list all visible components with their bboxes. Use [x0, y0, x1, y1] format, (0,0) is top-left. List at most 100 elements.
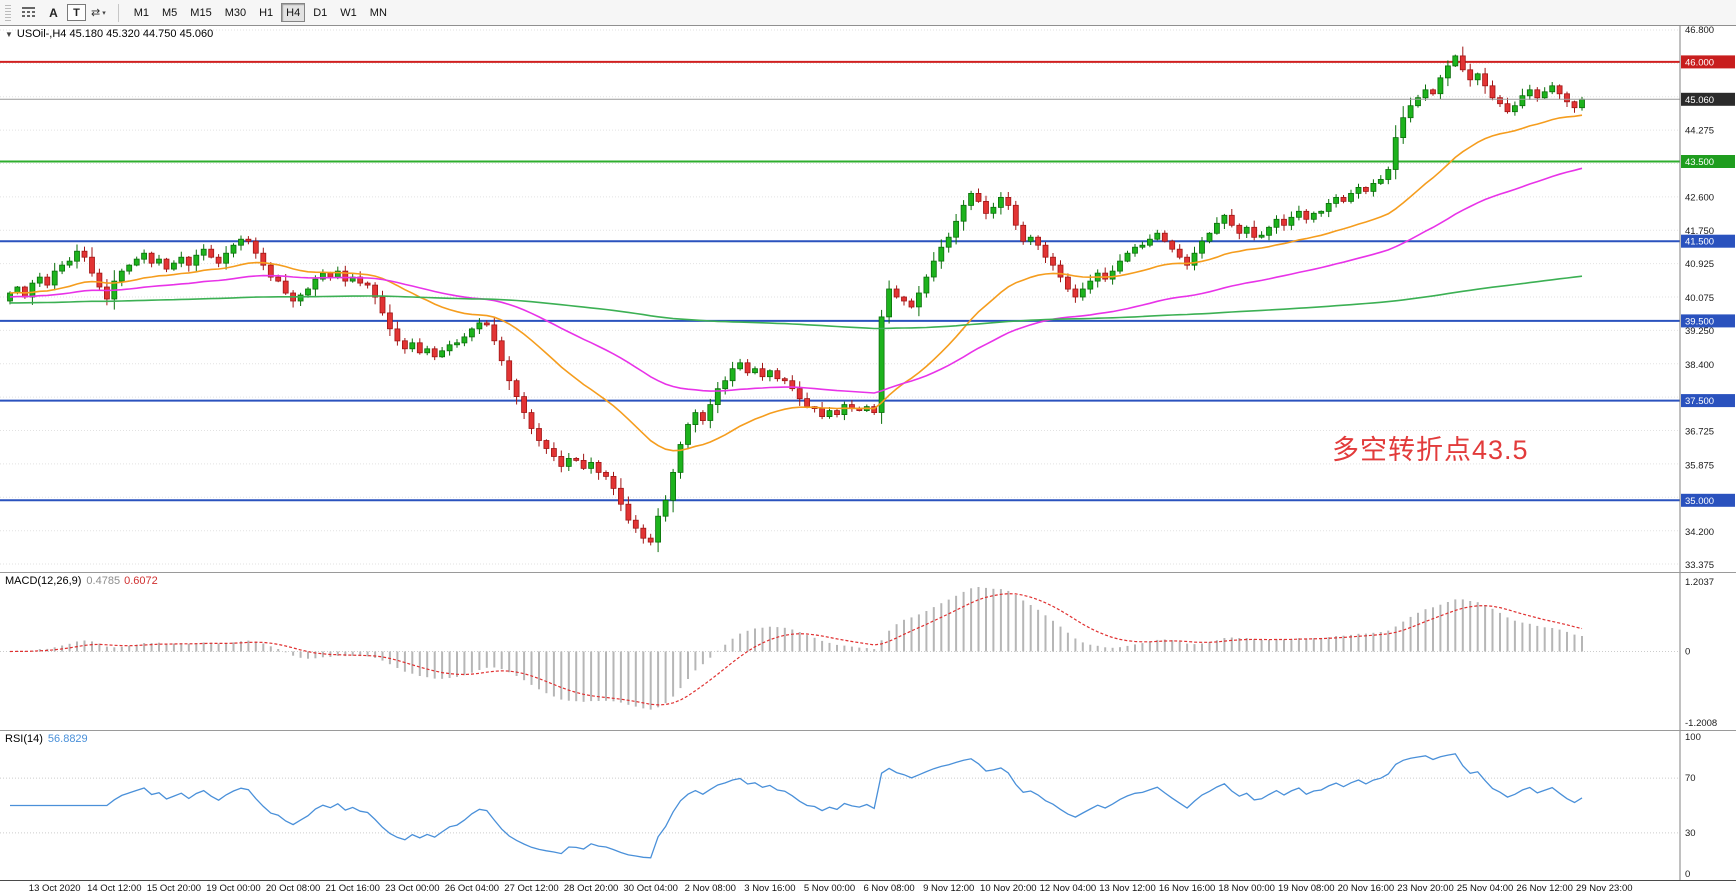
- time-label: 29 Nov 23:00: [1576, 883, 1633, 894]
- toolbar-drag-handle-icon[interactable]: [5, 4, 11, 21]
- ohlc-text: USOil-,H4 45.180 45.320 44.750 45.060: [16, 28, 214, 40]
- svg-text:46.000: 46.000: [1685, 57, 1714, 68]
- timeframe-button-d1[interactable]: D1: [308, 3, 332, 22]
- time-label: 30 Oct 04:00: [623, 883, 678, 894]
- main-chart-canvas[interactable]: 46.800 44.275 42.600 41.750 40.925 40.075 39.2…: [0, 26, 1736, 572]
- svg-text:41.500: 41.500: [1685, 237, 1714, 248]
- svg-text:30: 30: [1685, 828, 1696, 839]
- time-label: 15 Oct 20:00: [146, 883, 202, 894]
- rsi-canvas[interactable]: 100 70 30 0: [0, 731, 1736, 880]
- macd-label: MACD(12,26,9): [5, 575, 82, 587]
- rsi-label: RSI(14): [5, 733, 43, 745]
- rsi-header: RSI(14) 56.8829: [5, 733, 88, 745]
- timeframe-group: M1 M5 M15 M30 H1 H4 D1 W1 MN: [129, 3, 392, 22]
- svg-text:34.200: 34.200: [1685, 527, 1714, 538]
- macd-main-value: 0.4785: [86, 575, 121, 587]
- svg-text:43.500: 43.500: [1685, 157, 1714, 168]
- svg-text:35.875: 35.875: [1685, 460, 1714, 471]
- time-label: 3 Nov 16:00: [744, 883, 796, 894]
- svg-text:45.060: 45.060: [1685, 95, 1714, 106]
- time-label: 12 Nov 04:00: [1039, 883, 1097, 894]
- time-label: 23 Nov 20:00: [1397, 883, 1454, 894]
- time-label: 26 Oct 04:00: [444, 883, 500, 894]
- svg-text:100: 100: [1685, 732, 1701, 743]
- time-label: 25 Nov 04:00: [1456, 883, 1514, 894]
- timeframe-button-m30[interactable]: M30: [220, 3, 251, 22]
- time-label: 16 Nov 16:00: [1158, 883, 1216, 894]
- toolbar: A T ⇄ ▾ M1 M5 M15 M30 H1 H4 D1 W1 MN: [0, 0, 1736, 26]
- rsi-line: [10, 753, 1583, 859]
- svg-text:38.400: 38.400: [1685, 360, 1714, 371]
- macd-header: MACD(12,26,9) 0.4785 0.6072: [5, 575, 158, 587]
- svg-text:33.375: 33.375: [1685, 560, 1714, 571]
- macd-panel[interactable]: 1.2037 0 -1.2008 MACD(12,26,9) 0.4785 0.6072: [0, 572, 1736, 730]
- svg-text:44.275: 44.275: [1685, 126, 1714, 137]
- ma-fast-line: [9, 114, 1583, 452]
- ma-mid-line: [9, 167, 1583, 394]
- cycle-icon: ⇄: [91, 7, 101, 19]
- svg-text:0: 0: [1685, 647, 1690, 658]
- time-label: 20 Nov 16:00: [1337, 883, 1395, 894]
- svg-text:37.500: 37.500: [1685, 396, 1714, 407]
- svg-text:39.500: 39.500: [1685, 316, 1714, 327]
- collapse-triangle-icon[interactable]: ▼: [5, 30, 13, 39]
- time-label: 5 Nov 00:00: [803, 883, 856, 894]
- svg-text:39.250: 39.250: [1685, 326, 1714, 337]
- cycle-tool-button[interactable]: ⇄ ▾: [89, 3, 108, 22]
- macd-histogram: [16, 587, 1583, 710]
- svg-text:35.000: 35.000: [1685, 496, 1714, 507]
- svg-text:40.925: 40.925: [1685, 259, 1714, 270]
- timeframe-button-m5[interactable]: M5: [157, 3, 182, 22]
- svg-text:46.800: 46.800: [1685, 26, 1714, 36]
- timeframe-button-mn[interactable]: MN: [365, 3, 392, 22]
- time-label: 6 Nov 08:00: [863, 883, 915, 894]
- toolbar-separator: [117, 3, 119, 22]
- timeframe-button-m15[interactable]: M15: [185, 3, 216, 22]
- dropdown-caret-icon: ▾: [102, 9, 106, 17]
- svg-text:42.600: 42.600: [1685, 192, 1714, 203]
- cursor-tool-button[interactable]: A: [43, 3, 64, 22]
- macd-signal-value: 0.6072: [124, 575, 158, 587]
- time-label: 14 Oct 12:00: [87, 883, 142, 894]
- time-label: 18 Nov 00:00: [1218, 883, 1275, 894]
- svg-text:40.075: 40.075: [1685, 293, 1714, 304]
- chart-text-annotation[interactable]: 多空转折点43.5: [1332, 435, 1529, 465]
- time-label: 26 Nov 12:00: [1516, 883, 1573, 894]
- ma-slow-line: [10, 275, 1583, 330]
- time-label: 9 Nov 12:00: [923, 883, 975, 894]
- time-label: 19 Nov 08:00: [1278, 883, 1335, 894]
- time-axis[interactable]: 13 Oct 2020 14 Oct 12:00 15 Oct 20:00 19 Oc…: [0, 880, 1736, 895]
- svg-text:1.2037: 1.2037: [1685, 577, 1714, 588]
- time-label: 19 Oct 00:00: [206, 883, 261, 894]
- timeframe-button-h1[interactable]: H1: [254, 3, 278, 22]
- svg-text:0: 0: [1685, 869, 1690, 880]
- time-label: 21 Oct 16:00: [325, 883, 380, 894]
- svg-text:36.725: 36.725: [1685, 427, 1714, 438]
- time-label: 10 Nov 20:00: [980, 883, 1037, 894]
- svg-text:70: 70: [1685, 773, 1696, 784]
- time-label: 23 Oct 00:00: [385, 883, 440, 894]
- timeframe-button-w1[interactable]: W1: [335, 3, 362, 22]
- time-label: 13 Oct 2020: [28, 883, 81, 894]
- time-label: 20 Oct 08:00: [265, 883, 321, 894]
- text-tool-button[interactable]: T: [67, 4, 86, 21]
- main-chart-panel[interactable]: 46.800 44.275 42.600 41.750 40.925 40.075 39.2…: [0, 26, 1736, 572]
- time-label: 2 Nov 08:00: [684, 883, 736, 894]
- rsi-panel[interactable]: 100 70 30 0 RSI(14) 56.8829: [0, 730, 1736, 880]
- grid-glyph: [22, 7, 35, 17]
- chart-ohlc-header: ▼ USOil-,H4 45.180 45.320 44.750 45.060: [5, 28, 213, 40]
- macd-canvas[interactable]: 1.2037 0 -1.2008: [0, 573, 1736, 730]
- chart-grid-icon[interactable]: [17, 2, 40, 23]
- svg-text:-1.2008: -1.2008: [1685, 718, 1717, 729]
- rsi-value: 56.8829: [47, 733, 88, 745]
- price-scale: 46.800 44.275 42.600 41.750 40.925 40.075 39.2…: [1679, 26, 1736, 572]
- timeframe-button-m1[interactable]: M1: [129, 3, 154, 22]
- candlestick-series: [7, 46, 1585, 553]
- macd-signal-line: [9, 593, 1583, 706]
- time-label: 27 Oct 12:00: [504, 883, 559, 894]
- timeframe-button-h4[interactable]: H4: [281, 3, 306, 22]
- svg-text:41.750: 41.750: [1685, 226, 1714, 237]
- time-label: 13 Nov 12:00: [1099, 883, 1156, 894]
- time-label: 28 Oct 20:00: [563, 883, 619, 894]
